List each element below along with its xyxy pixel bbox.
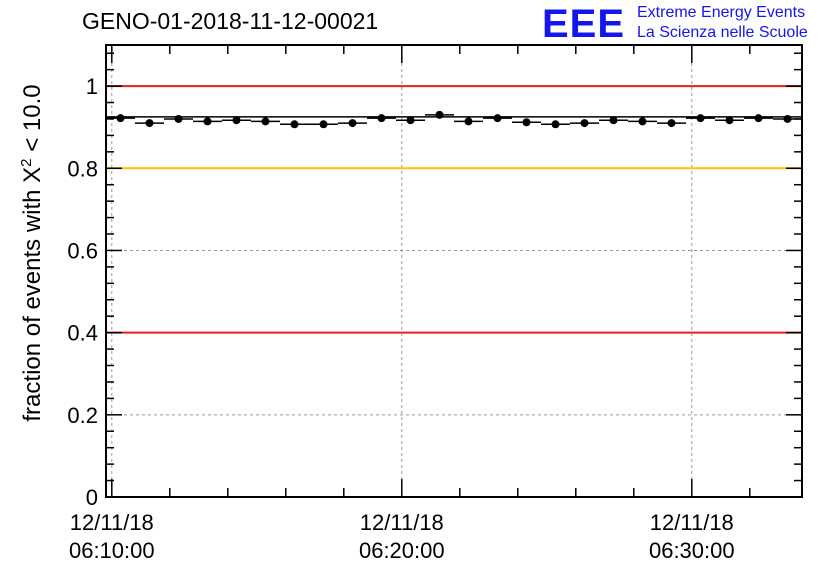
y-axis-label: fraction of events with X2 < 10.0 [12, 43, 48, 463]
y-tick-label: 1 [86, 74, 98, 99]
data-point [232, 116, 241, 125]
data-point [116, 114, 125, 123]
data-point [464, 117, 473, 126]
data-point [145, 119, 154, 128]
x-tick-label-date: 12/11/18 [70, 510, 154, 535]
data-point [551, 120, 560, 129]
data-point [406, 116, 415, 125]
data-point [696, 114, 705, 123]
logo-line-2: La Scienza nelle Scuole [637, 24, 808, 41]
logo-line-1: Extreme Energy Events [637, 4, 806, 21]
y-tick-label: 0.2 [67, 403, 98, 428]
chart-title: GENO-01-2018-11-12-00021 [82, 8, 379, 34]
y-tick-label: 0.8 [67, 156, 98, 181]
data-point [638, 117, 647, 126]
data-point [348, 119, 357, 128]
x-tick-label-date: 12/11/18 [650, 510, 734, 535]
data-point [783, 114, 792, 123]
plot-frame [105, 44, 803, 498]
data-point [754, 114, 763, 123]
data-point [493, 114, 502, 123]
data-point [580, 119, 589, 128]
x-tick-label-time: 06:10:00 [69, 538, 155, 563]
y-tick-label: 0.4 [67, 321, 98, 346]
data-point [522, 118, 531, 127]
y-axis-label-sup: 2 [18, 158, 35, 167]
y-axis-label-tail: < 10.0 [19, 84, 46, 159]
data-point [377, 114, 386, 123]
data-point [319, 120, 328, 129]
data-point [174, 114, 183, 123]
data-point [203, 117, 212, 126]
data-point [725, 116, 734, 125]
data-point [667, 119, 676, 128]
eee-logo-mark: EEE [542, 2, 626, 46]
x-tick-label-time: 06:20:00 [359, 538, 445, 563]
data-point [290, 120, 299, 129]
y-tick-label: 0.6 [67, 238, 98, 263]
x-tick-label-date: 12/11/18 [360, 510, 444, 535]
data-point [435, 110, 444, 119]
data-point [609, 116, 618, 125]
y-axis-label-main: fraction of events with X [19, 166, 46, 422]
x-tick-label-time: 06:30:00 [649, 538, 735, 563]
data-point [261, 117, 270, 126]
y-tick-label: 0 [86, 485, 98, 510]
